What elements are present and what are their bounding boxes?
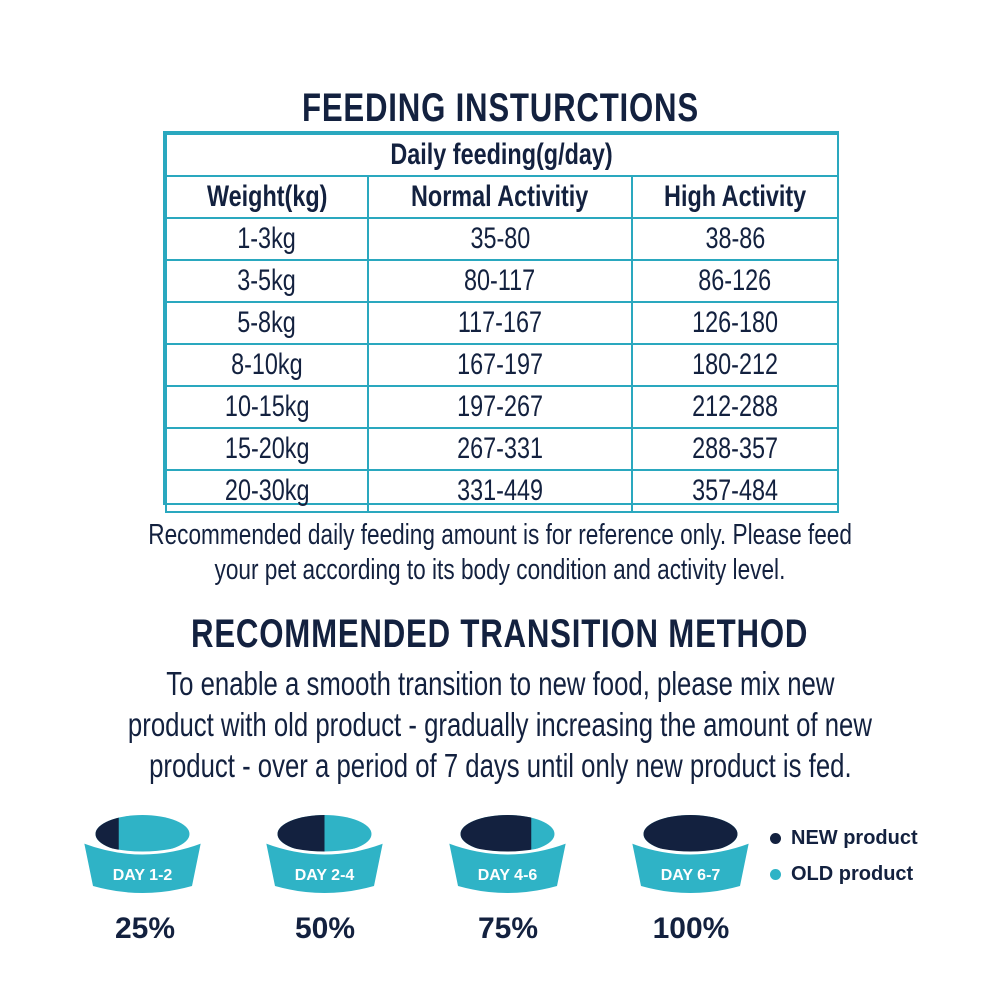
table-row: 5-8kg 117-167 126-180 — [165, 301, 840, 345]
table-cell: 167-197 — [367, 343, 633, 387]
old-product-dot-icon — [770, 869, 781, 881]
bowl-day-label: DAY 2-4 — [295, 867, 355, 884]
legend-label: NEW product — [791, 827, 918, 849]
food-bowl-icon: DAY 2-4 — [265, 815, 384, 893]
table-cell: 20-30kg — [165, 469, 369, 513]
table-cell: 35-80 — [367, 217, 633, 261]
table-cell: 10-15kg — [165, 385, 369, 429]
percent-label: 50% — [294, 912, 356, 945]
new-product-portion — [643, 815, 738, 853]
food-bowl-icon: DAY 1-2 — [83, 815, 202, 893]
percent-label: 100% — [652, 912, 730, 945]
table-cell: 267-331 — [367, 427, 633, 471]
bowl-day-6-7: DAY 6-7 — [628, 808, 753, 900]
note-line: your pet according to its body condition… — [214, 554, 786, 586]
header-normal-activity: Normal Activitiy — [367, 175, 633, 219]
table-row: 3-5kg 80-117 86-126 — [165, 259, 840, 303]
feeding-title-text: FEEDING INSTURCTIONS — [301, 86, 699, 130]
legend-old-product: OLD product — [770, 863, 913, 886]
percent-label: 75% — [477, 912, 539, 945]
table-cell: 15-20kg — [165, 427, 369, 471]
table-row: 20-30kg 331-449 357-484 — [165, 469, 840, 513]
table-row: 8-10kg 167-197 180-212 — [165, 343, 840, 387]
percent-label: 25% — [114, 912, 176, 945]
header-weight: Weight(kg) — [165, 175, 369, 219]
table-row: 15-20kg 267-331 288-357 — [165, 427, 840, 471]
note-line: Recommended daily feeding amount is for … — [148, 519, 852, 551]
bowl-body — [84, 842, 201, 893]
table-cell: 117-167 — [367, 301, 633, 345]
table-cell: 5-8kg — [165, 301, 369, 345]
bowl-body — [632, 842, 749, 893]
table-cell: 8-10kg — [165, 343, 369, 387]
table-cell: 197-267 — [367, 385, 633, 429]
feeding-note: Recommended daily feeding amount is for … — [0, 518, 1000, 588]
feeding-title: FEEDING INSTURCTIONS — [0, 86, 1000, 131]
table-cell: 3-5kg — [165, 259, 369, 303]
table-cell: 357-484 — [630, 469, 840, 513]
transition-title-text: RECOMMENDED TRANSITION METHOD — [191, 612, 809, 656]
new-product-dot-icon — [770, 833, 781, 845]
bowl-rim — [265, 840, 384, 855]
bowl-day-label: DAY 6-7 — [661, 867, 721, 884]
bowl-body — [266, 842, 383, 893]
bowl-day-label: DAY 4-6 — [478, 867, 538, 884]
legend-new-product: NEW product — [770, 827, 918, 850]
description-line: To enable a smooth transition to new foo… — [165, 665, 835, 702]
transition-title: RECOMMENDED TRANSITION METHOD — [0, 612, 1000, 657]
table-cell: 180-212 — [630, 343, 840, 387]
feeding-table: Daily feeding(g/day) Weight(kg) Normal A… — [163, 131, 840, 513]
bowl-day-1-2: DAY 1-2 — [80, 808, 205, 900]
table-cell: 38-86 — [630, 217, 840, 261]
table-caption: Daily feeding(g/day) — [164, 133, 840, 177]
table-cell: 126-180 — [630, 301, 840, 345]
table-header-row: Weight(kg) Normal Activitiy High Activit… — [165, 175, 840, 219]
table-cell: 86-126 — [630, 259, 840, 303]
food-bowl-icon: DAY 4-6 — [448, 815, 567, 893]
table-cell: 212-288 — [630, 385, 840, 429]
bowl-rim — [83, 840, 202, 855]
food-bowl-icon: DAY 6-7 — [631, 815, 750, 893]
table-cell: 288-357 — [630, 427, 840, 471]
table-row: 1-3kg 35-80 38-86 — [165, 217, 840, 261]
bowl-day-2-4: DAY 2-4 — [262, 808, 387, 900]
table-cell: 1-3kg — [165, 217, 369, 261]
description-line: product with old product - gradually inc… — [127, 706, 873, 743]
bowl-rim — [631, 840, 750, 855]
table-caption-row: Daily feeding(g/day) — [164, 133, 840, 177]
description-line: product - over a period of 7 days until … — [148, 747, 852, 784]
table-cell: 331-449 — [367, 469, 633, 513]
bowl-rim — [448, 840, 567, 855]
table-cell: 80-117 — [367, 259, 633, 303]
bowl-body — [449, 842, 566, 893]
bowl-day-label: DAY 1-2 — [113, 867, 173, 884]
bowl-day-4-6: DAY 4-6 — [445, 808, 570, 900]
header-high-activity: High Activity — [630, 175, 840, 219]
table-row: 10-15kg 197-267 212-288 — [165, 385, 840, 429]
transition-description: To enable a smooth transition to new foo… — [0, 663, 1000, 786]
legend-label: OLD product — [791, 863, 914, 885]
